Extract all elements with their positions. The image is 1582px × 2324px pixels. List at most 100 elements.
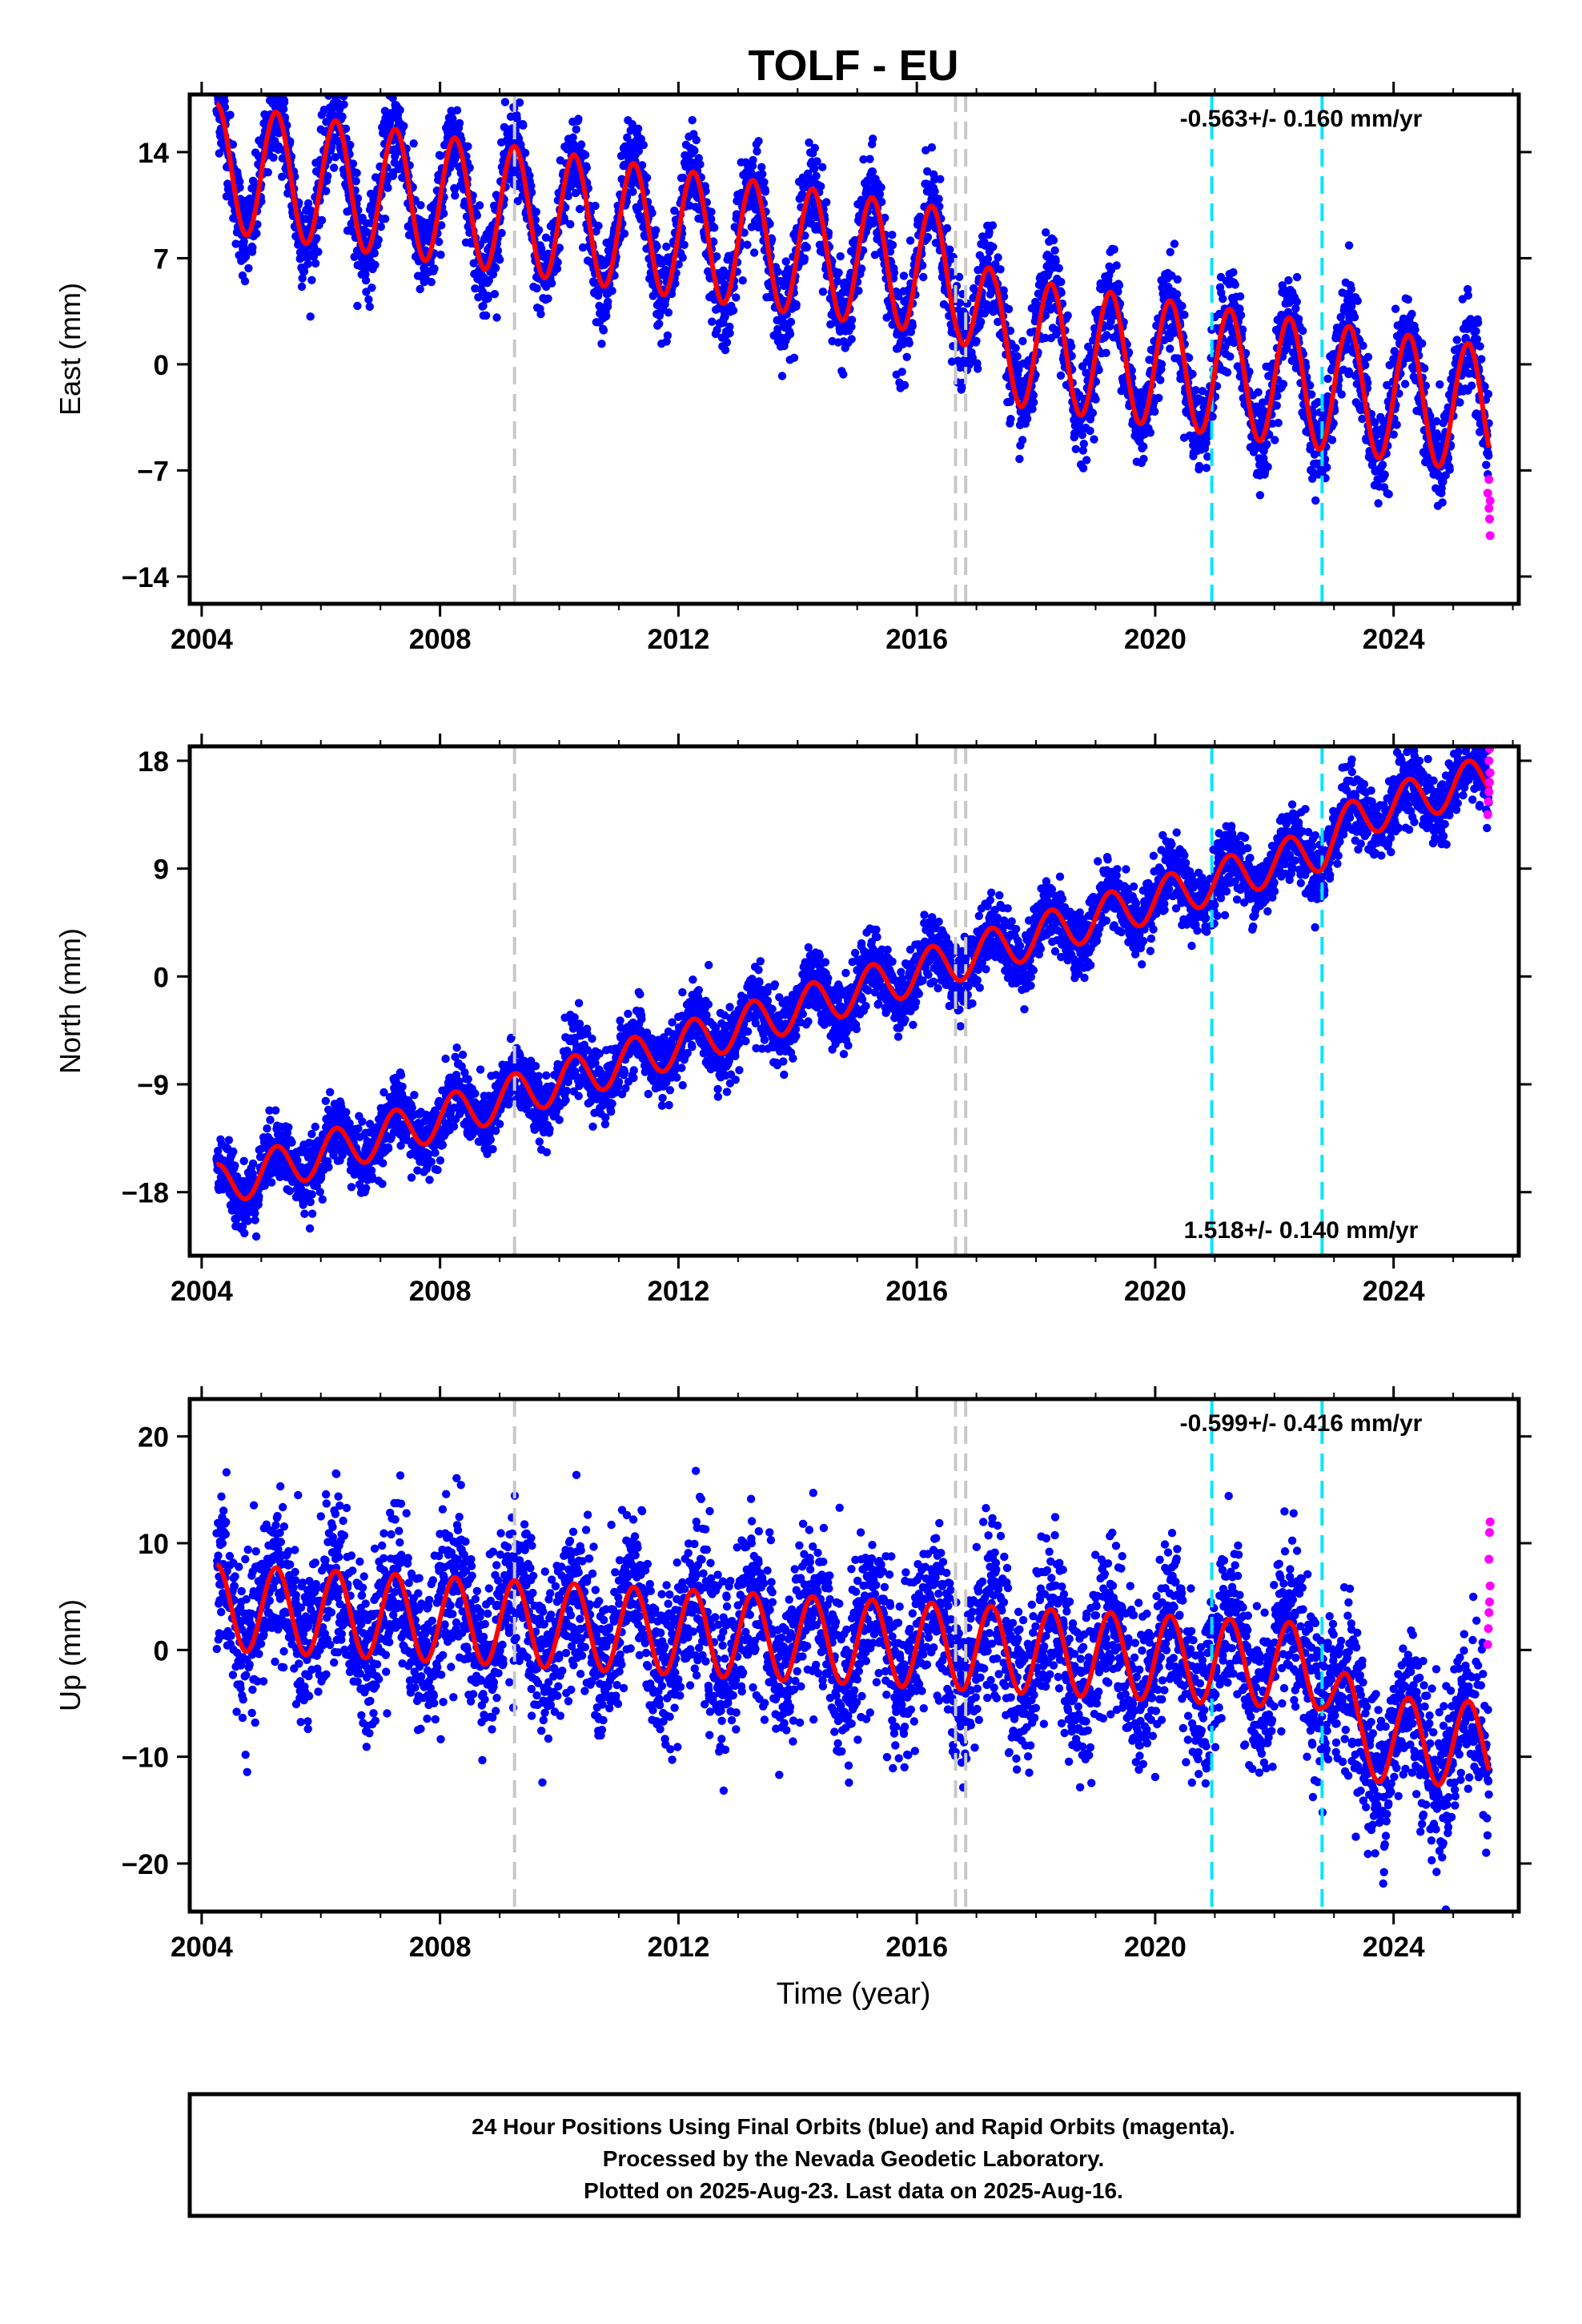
final-orbit-point (707, 207, 716, 216)
final-orbit-point (1271, 436, 1279, 444)
final-orbit-point (1359, 341, 1367, 350)
final-orbit-point (1272, 401, 1281, 410)
final-orbit-point (1420, 364, 1429, 373)
final-orbit-point (251, 1216, 259, 1224)
final-orbit-point (877, 183, 885, 192)
final-orbit-point (314, 247, 323, 256)
final-orbit-point (1226, 352, 1235, 361)
final-orbit-point (582, 163, 591, 172)
final-orbit-point (1371, 418, 1379, 427)
final-orbit-point (239, 1156, 248, 1166)
rapid-orbit-point (1485, 514, 1495, 524)
final-orbit-point (364, 295, 373, 304)
final-orbit-point (690, 146, 699, 155)
final-orbit-point (994, 253, 1002, 262)
final-orbit-point (1078, 430, 1087, 440)
final-orbit-point (1030, 398, 1038, 407)
rapid-orbit-point (1484, 504, 1494, 513)
final-orbit-point (1231, 280, 1239, 289)
final-orbit-point (999, 286, 1008, 295)
final-orbit-point (253, 220, 262, 229)
y-tick-label: −7 (137, 456, 169, 487)
final-orbit-point (1015, 454, 1024, 464)
final-orbit-point (817, 163, 827, 171)
final-orbit-point (1418, 339, 1427, 348)
final-orbit-point (303, 259, 312, 268)
final-orbit-point (381, 215, 390, 223)
final-orbit-point (1445, 465, 1454, 474)
final-orbit-point (572, 125, 580, 134)
final-orbit-point (1223, 368, 1232, 377)
final-orbit-point (900, 380, 909, 390)
final-orbit-point (248, 243, 257, 252)
final-orbit-point (810, 164, 819, 173)
final-orbit-point (789, 353, 799, 362)
final-orbit-point (213, 78, 221, 86)
final-orbit-point (331, 79, 339, 87)
final-orbit-point (805, 138, 813, 147)
final-orbit-point (897, 368, 906, 376)
final-orbit-point (352, 168, 361, 178)
final-orbit-point (493, 246, 503, 255)
final-orbit-point (447, 83, 455, 91)
final-orbit-point (251, 1208, 259, 1218)
final-orbit-point (1310, 450, 1319, 459)
final-orbit-point (902, 352, 911, 361)
final-orbit-point (580, 151, 590, 159)
final-orbit-point (1049, 235, 1058, 245)
final-orbit-point (1476, 428, 1484, 436)
final-orbit-point (239, 237, 248, 246)
final-orbit-point (248, 1159, 258, 1168)
final-orbit-point (279, 105, 288, 114)
final-orbit-point (785, 329, 795, 339)
final-orbit-point (888, 240, 897, 250)
final-orbit-point (1079, 440, 1089, 448)
final-orbit-point (591, 201, 600, 211)
final-orbit-point (836, 251, 845, 261)
final-orbit-point (633, 124, 643, 133)
final-orbit-point (894, 292, 903, 301)
final-orbit-point (1254, 388, 1263, 396)
final-orbit-point (534, 226, 544, 235)
final-orbit-point (475, 201, 484, 210)
final-orbit-point (226, 111, 235, 119)
final-orbit-point (1291, 304, 1300, 313)
final-orbit-point (214, 1146, 223, 1156)
final-orbit-point (492, 263, 500, 272)
final-orbit-point (786, 317, 796, 327)
final-orbit-point (1114, 281, 1124, 290)
final-orbit-point (869, 135, 877, 143)
final-orbit-point (240, 1228, 249, 1238)
final-orbit-point (1178, 301, 1186, 311)
final-orbit-point (792, 300, 801, 309)
final-orbit-point (1051, 257, 1060, 266)
final-orbit-point (267, 85, 275, 93)
final-orbit-point (311, 259, 320, 268)
final-orbit-point (648, 208, 656, 218)
final-orbit-point (1091, 395, 1100, 404)
final-orbit-point (747, 168, 756, 178)
final-orbit-point (452, 106, 462, 115)
final-orbit-point (1166, 247, 1174, 256)
final-orbit-point (847, 335, 856, 344)
final-orbit-point (213, 68, 221, 76)
final-orbit-point (639, 140, 648, 150)
final-orbit-point (1188, 369, 1197, 379)
final-orbit-point (497, 228, 506, 238)
final-orbit-point (1086, 426, 1094, 436)
final-orbit-point (1170, 239, 1179, 248)
final-orbit-point (1066, 342, 1076, 351)
final-orbit-point (608, 287, 616, 296)
final-orbit-point (1392, 420, 1401, 429)
final-orbit-point (936, 175, 945, 183)
final-orbit-point (1184, 353, 1194, 362)
final-orbit-point (1219, 294, 1227, 304)
final-orbit-point (988, 221, 998, 230)
final-orbit-point (1435, 380, 1444, 389)
final-orbit-point (298, 274, 307, 283)
final-orbit-point (243, 1216, 252, 1225)
final-orbit-point (396, 106, 404, 115)
final-orbit-point (671, 279, 680, 288)
final-orbit-point (531, 215, 540, 224)
final-orbit-point (331, 153, 340, 162)
